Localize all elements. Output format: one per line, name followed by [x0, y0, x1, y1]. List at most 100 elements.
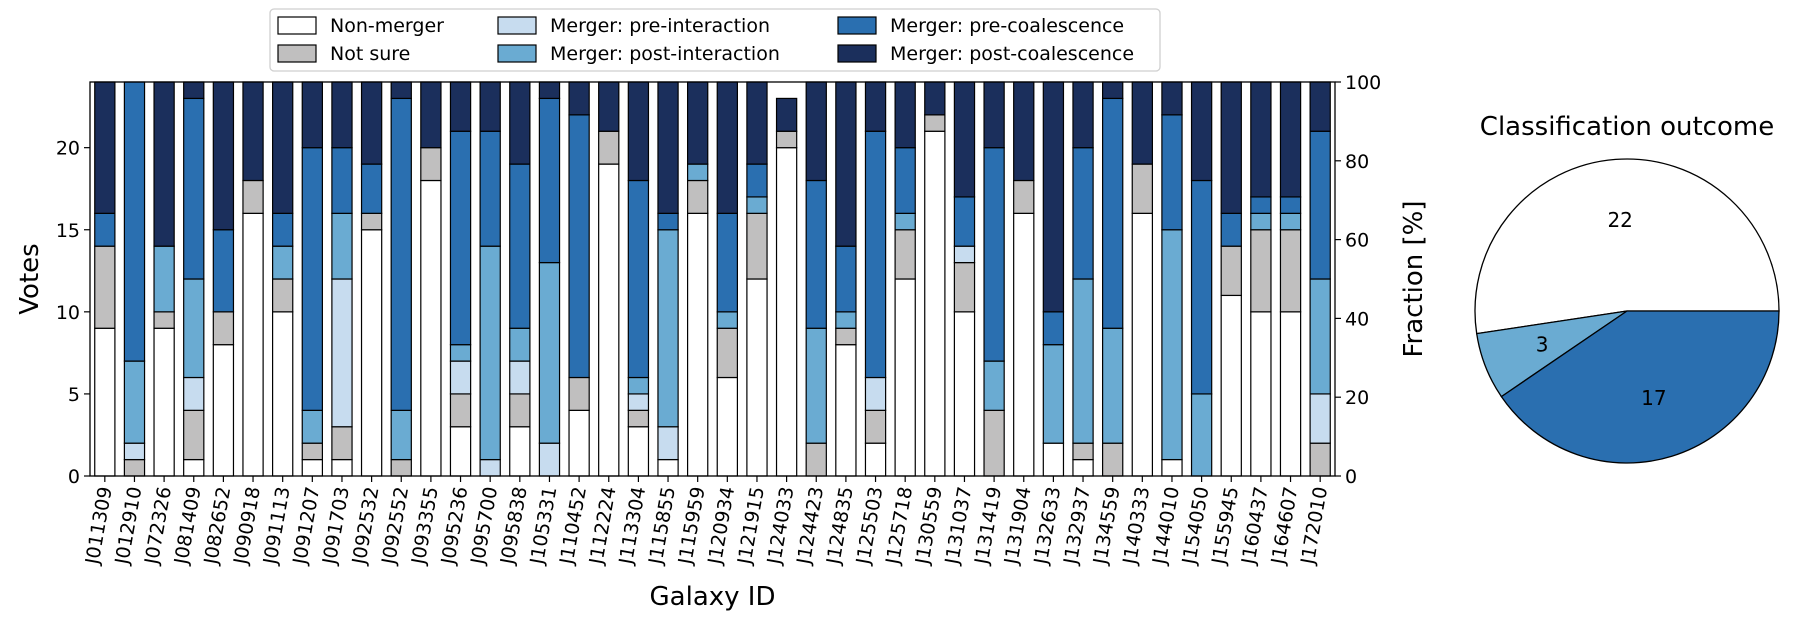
- bar-segment: [153, 311, 175, 329]
- bar-stack-J091207: [301, 81, 323, 477]
- bar-segment: [953, 261, 976, 313]
- bar-segment: [983, 360, 1005, 411]
- bar-segment: [627, 81, 650, 182]
- bar-segment: [123, 458, 146, 477]
- bar-stack-J115855: [657, 81, 679, 477]
- pie-slice: [1474, 158, 1780, 335]
- x-tick-label: J121915: [733, 485, 768, 567]
- bar-segment: [1250, 196, 1272, 214]
- bar-segment: [1042, 442, 1065, 477]
- bar-segment: [479, 130, 501, 247]
- bar-segment: [1220, 294, 1242, 477]
- legend-entry: Merger: pre-coalescence: [837, 15, 1124, 37]
- legend-frame: [269, 8, 1161, 72]
- x-tick-label: J092532: [348, 485, 383, 567]
- bar-segment: [716, 81, 738, 214]
- bar-stack-J095236: [449, 81, 472, 477]
- bar-segment: [1309, 393, 1331, 444]
- bar-segment: [1220, 245, 1242, 297]
- legend: Non-merger Not sure Merger: pre-interactio…: [269, 8, 1161, 72]
- bar-segment: [420, 147, 442, 182]
- bar-segment: [953, 245, 976, 264]
- bar-segment: [94, 327, 116, 477]
- bar-segment: [864, 376, 887, 411]
- bar-segment: [686, 212, 709, 477]
- bar-stack-J160437: [1250, 81, 1272, 477]
- bar-segment: [924, 114, 946, 132]
- pie-title: Classification outcome: [1480, 112, 1774, 142]
- bar-segment: [716, 376, 738, 477]
- bar-segment: [1309, 81, 1331, 132]
- bar-segment: [301, 442, 323, 461]
- bar-segment: [835, 311, 857, 329]
- bar-stack-J095700: [479, 81, 501, 477]
- bar-segment: [449, 426, 472, 477]
- bar-segment: [242, 179, 264, 214]
- bar-segment: [746, 81, 768, 165]
- bar-segment: [805, 179, 827, 329]
- legend-label: Merger: post-coalescence: [890, 43, 1134, 65]
- bar-segment: [331, 147, 353, 214]
- x-tick-label: J132937: [1060, 485, 1095, 567]
- bar-segment: [301, 147, 323, 411]
- bar-segment: [657, 229, 679, 428]
- bar-segment: [1279, 212, 1302, 231]
- bar-segment: [1279, 229, 1302, 313]
- legend-swatch: [837, 16, 877, 35]
- bar-segment: [1072, 442, 1094, 461]
- bar-segment: [331, 278, 353, 428]
- bar-segment: [775, 130, 798, 149]
- bar-segment: [360, 229, 383, 477]
- x-tick-label: J155945: [1208, 485, 1243, 567]
- bar-stack-J164607: [1279, 81, 1302, 477]
- bar-segment: [272, 311, 294, 477]
- x-tick-label: J011309: [81, 485, 116, 567]
- bar-segment: [123, 442, 146, 461]
- bar-segment: [123, 81, 146, 362]
- bar-segment: [746, 163, 768, 198]
- pie-chart: Classification outcome 22 3 17: [1474, 112, 1780, 464]
- bar-segment: [212, 229, 235, 313]
- bar-segment: [894, 278, 916, 477]
- bar-segment: [301, 458, 323, 477]
- bar-segment: [983, 147, 1005, 362]
- bar-segment: [449, 344, 472, 362]
- pie-slice-label: 17: [1641, 386, 1666, 410]
- bar-segment: [1190, 393, 1213, 477]
- x-tick-label: J090918: [230, 485, 265, 567]
- legend-entry: Not sure: [277, 43, 410, 65]
- bar-segment: [449, 360, 472, 395]
- bar-segment: [805, 327, 827, 444]
- x-tick-label: J112224: [585, 485, 620, 567]
- bar-segment: [1072, 81, 1094, 149]
- bar-stack-J131419: [983, 81, 1005, 477]
- x-tick-label: J110452: [556, 485, 591, 567]
- x-tick-label: J125503: [852, 485, 887, 567]
- bar-stack-J072326: [153, 81, 175, 477]
- x-tick-label: J115855: [645, 485, 680, 567]
- bar-segment: [153, 327, 175, 477]
- bar-segment: [894, 229, 916, 280]
- bar-stack-J105331: [538, 81, 561, 477]
- bar-segment: [509, 393, 531, 428]
- bar-stack-J092552: [390, 81, 412, 477]
- bar-segment: [1013, 179, 1035, 214]
- bar-segment: [1131, 212, 1153, 477]
- bar-stack-J082652: [212, 81, 235, 477]
- bar-segment: [983, 81, 1005, 149]
- x-tick-label: J095838: [496, 485, 531, 567]
- legend-entry: Merger: post-coalescence: [837, 43, 1134, 65]
- bar-stack-J125503: [864, 81, 887, 477]
- bar-segment: [538, 261, 561, 444]
- bar-segment: [627, 409, 650, 428]
- bar-segment: [805, 81, 827, 182]
- bar-segment: [1042, 344, 1065, 444]
- x-tick-label: J082652: [200, 485, 235, 567]
- x-tick-label: J081409: [170, 485, 205, 567]
- bar-segment: [183, 409, 205, 461]
- legend-entry: Merger: post-interaction: [497, 43, 780, 65]
- bar-segment: [627, 179, 650, 379]
- bar-segment: [331, 212, 353, 280]
- bar-segment: [1101, 97, 1124, 329]
- legend-entry: Non-merger: [277, 15, 444, 37]
